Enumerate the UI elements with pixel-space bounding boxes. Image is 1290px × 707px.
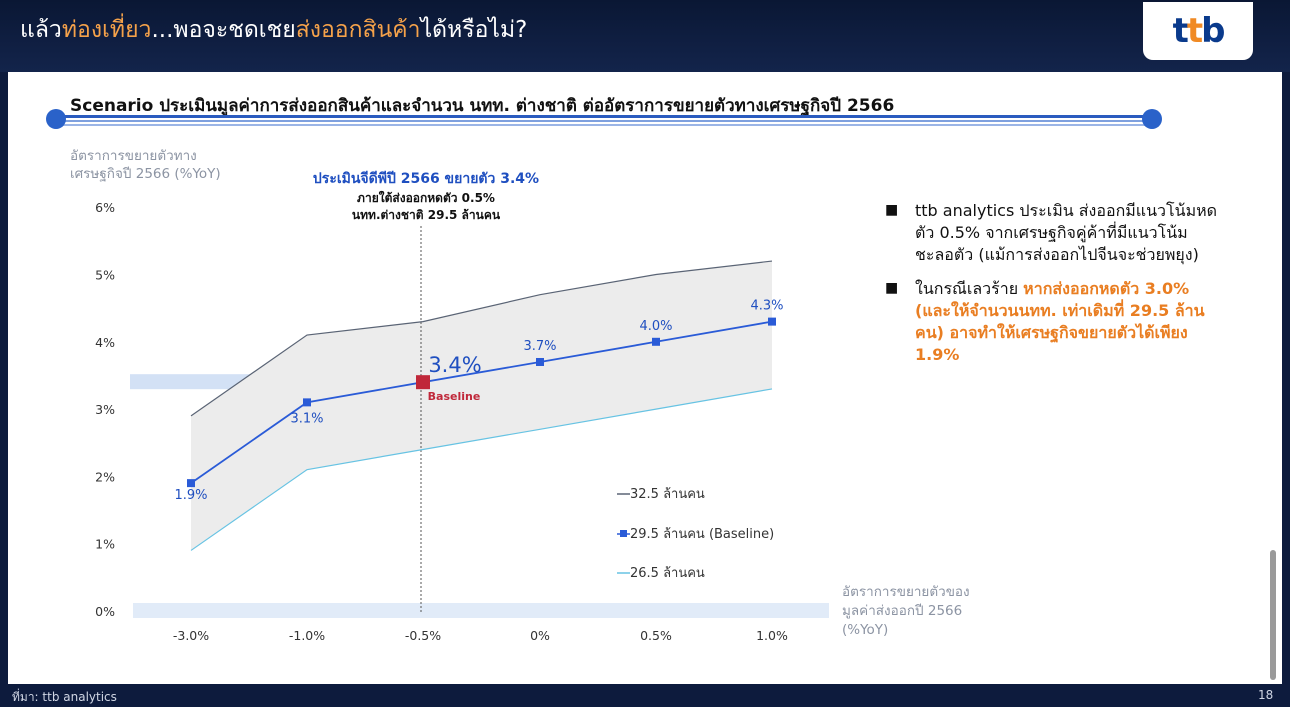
legend-label: 26.5 ล้านคน bbox=[630, 566, 705, 581]
page-number: 18 bbox=[1258, 688, 1274, 702]
bullet-list: ■ ttb analytics ประเมิน ส่งออกมีแนวโน้มห… bbox=[885, 200, 1225, 378]
baseline-marker bbox=[768, 317, 776, 326]
subtitle-rule-mid bbox=[58, 120, 1150, 122]
data-label-highlight: 3.4% bbox=[428, 353, 481, 377]
annotation-title: ประเมินจีดีพีปี 2566 ขยายตัว 3.4% bbox=[313, 171, 539, 187]
annotation-line1: ภายใต้ส่งออกหดตัว 0.5% bbox=[357, 190, 495, 205]
x-tick-label: -0.5% bbox=[405, 628, 441, 643]
baseline-marker bbox=[303, 398, 311, 407]
y-tick-label: 3% bbox=[95, 402, 115, 417]
series-line-26-5m bbox=[190, 388, 773, 551]
legend-marker bbox=[620, 530, 627, 537]
y-tick-label: 4% bbox=[95, 335, 115, 350]
rule-dot-left bbox=[46, 109, 66, 129]
scenario-range-band bbox=[191, 261, 772, 551]
page-title: แล้วท่องเที่ยว...พอจะชดเชยส่งออกสินค้าได… bbox=[20, 17, 528, 43]
y-axis-label-line2: เศรษฐกิจปี 2566 (%YoY) bbox=[70, 166, 221, 182]
data-label: 4.0% bbox=[639, 319, 672, 334]
data-label: 3.7% bbox=[523, 339, 556, 354]
legend-label: 29.5 ล้านคน (Baseline) bbox=[630, 527, 774, 542]
data-label: 3.1% bbox=[290, 411, 323, 426]
y-tick-label: 2% bbox=[95, 469, 115, 484]
annotation-line2: นทท.ต่างชาติ 29.5 ล้านคน bbox=[352, 208, 501, 222]
x-tick-label: 0% bbox=[530, 628, 550, 643]
baseline-marker bbox=[536, 357, 544, 366]
y-tick-label: 5% bbox=[95, 268, 115, 283]
bullet-highlight: หากส่งออกหดตัว 3.0% (และให้จำนวนนทท. เท่… bbox=[915, 279, 1205, 364]
legend-label: 32.5 ล้านคน bbox=[630, 487, 705, 502]
data-label: 1.9% bbox=[174, 488, 207, 503]
bullet-item: ■ ttb analytics ประเมิน ส่งออกมีแนวโน้มห… bbox=[885, 201, 1218, 264]
y-tick-label: 0% bbox=[95, 604, 115, 619]
top-bar bbox=[0, 0, 1290, 72]
chart-subtitle: Scenario ประเมินมูลค่าการส่งออกสินค้าและ… bbox=[70, 96, 895, 116]
bullet-square-icon: ■ bbox=[885, 280, 899, 296]
baseline-text: Baseline bbox=[428, 390, 481, 403]
x-tick-label: 0.5% bbox=[640, 628, 672, 643]
series-line-baseline bbox=[190, 320, 773, 484]
series-line-32-5m bbox=[190, 260, 773, 417]
x-tick-label: -1.0% bbox=[289, 628, 325, 643]
y-tick-label: 6% bbox=[95, 200, 115, 215]
rule-dot-right bbox=[1142, 109, 1162, 129]
x-axis-label-line2: มูลค่าส่งออกปี 2566 bbox=[842, 603, 962, 619]
data-label: 4.3% bbox=[750, 299, 783, 314]
baseline-highlight-marker bbox=[416, 375, 430, 390]
title-highlight-exports: ส่งออกสินค้า bbox=[295, 17, 421, 43]
ttb-logo: ttb bbox=[1143, 2, 1253, 60]
subtitle-rule-top bbox=[58, 115, 1150, 118]
baseline-marker bbox=[187, 479, 195, 488]
baseline-marker bbox=[652, 337, 660, 346]
bullet-item: ■ ในกรณีเลวร้าย หากส่งออกหดตัว 3.0% (และ… bbox=[885, 279, 1205, 364]
bullet-square-icon: ■ bbox=[885, 202, 899, 218]
scrollbar[interactable] bbox=[1270, 550, 1276, 680]
zero-band bbox=[133, 603, 829, 618]
x-tick-label: 1.0% bbox=[756, 628, 788, 643]
x-axis-label-line3: (%YoY) bbox=[842, 622, 888, 638]
title-highlight-tourism: ท่องเที่ยว bbox=[61, 17, 152, 43]
x-tick-label: -3.0% bbox=[173, 628, 209, 643]
subtitle-rule-bottom bbox=[58, 124, 1150, 126]
y-axis-label-line1: อัตราการขยายตัวทาง bbox=[70, 148, 197, 164]
x-axis-label-line1: อัตราการขยายตัวของ bbox=[842, 584, 970, 600]
footer bbox=[0, 684, 1290, 700]
y-tick-label: 1% bbox=[95, 537, 115, 552]
